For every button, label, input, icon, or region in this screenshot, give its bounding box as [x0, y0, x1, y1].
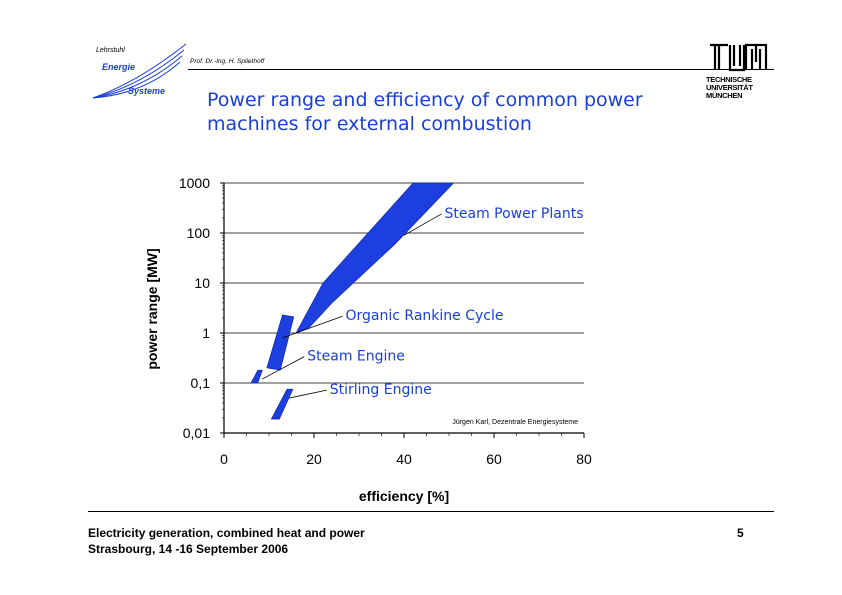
tum-logo: [710, 43, 768, 72]
y-tick-label: 1: [202, 325, 210, 341]
slide-title-line-2: machines for external combustion: [207, 113, 532, 135]
x-tick-label: 60: [486, 451, 502, 467]
tum-line-1: TECHNISCHE: [706, 75, 752, 84]
lehrstuhl-energiesysteme-logo: Lehrstuhl Energie Systeme: [92, 43, 187, 99]
y-tick-label: 0,1: [191, 375, 211, 391]
label-steam-power-plants: Steam Power Plants: [445, 206, 584, 222]
band-steam-power-plants: [295, 182, 455, 334]
y-tick-label: 10: [194, 275, 210, 291]
x-tick-label: 20: [306, 451, 322, 467]
logo-text-systeme: Systeme: [128, 86, 165, 96]
footer-divider: [88, 511, 774, 512]
y-axis-label: power range [MW]: [144, 248, 160, 369]
pointer-steam-engine: [262, 356, 305, 380]
band-stirling-engine: [270, 388, 294, 420]
x-axis-label: efficiency [%]: [359, 488, 449, 504]
tum-line-2: UNIVERSITÄT: [706, 83, 753, 92]
band-steam-engine: [250, 369, 263, 384]
x-tick-label: 0: [220, 451, 228, 467]
pointer-organic-rankine-cycle: [282, 315, 343, 339]
pointer-steam-power-plants: [403, 213, 442, 236]
source-note: Jürgen Karl, Dezentrale Energiesysteme: [452, 419, 578, 426]
author-name: Prof. Dr.-Ing. H. Spliethoff: [190, 58, 265, 65]
x-tick-label: 80: [576, 451, 592, 467]
band-organic-rankine-cycle: [266, 314, 295, 371]
label-stirling-engine: Stirling Engine: [330, 382, 432, 398]
label-steam-engine: Steam Engine: [307, 349, 405, 365]
tum-line-3: MÜNCHEN: [706, 91, 743, 100]
y-tick-label: 100: [187, 225, 211, 241]
footer-event: Strasbourg, 14 -16 September 2006: [88, 542, 289, 556]
slide-title-line-1: Power range and efficiency of common pow…: [207, 89, 643, 111]
pointer-stirling-engine: [289, 389, 327, 399]
page-number: 5: [737, 526, 744, 540]
y-tick-label: 0,01: [183, 425, 210, 441]
slide-title: Power range and efficiency of common pow…: [207, 88, 667, 136]
tum-wordmark: TECHNISCHE UNIVERSITÄT MÜNCHEN: [706, 76, 753, 100]
logo-text-lehrstuhl: Lehrstuhl: [96, 47, 125, 54]
header-divider: [188, 69, 774, 70]
label-organic-rankine-cycle: Organic Rankine Cycle: [346, 308, 504, 324]
x-tick-label: 40: [396, 451, 412, 467]
y-tick-label: 1000: [179, 175, 210, 191]
footer-title: Electricity generation, combined heat an…: [88, 526, 365, 540]
logo-text-energie: Energie: [102, 62, 135, 72]
